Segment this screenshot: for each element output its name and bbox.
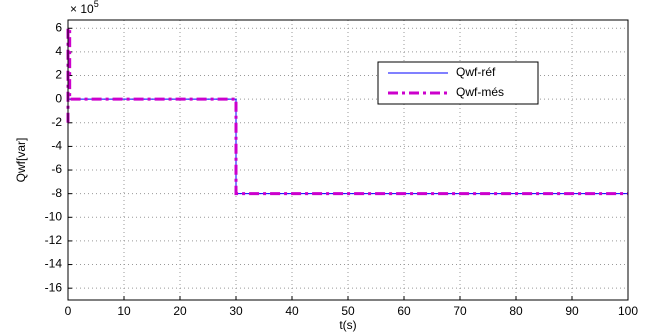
x-tick-label: 100 xyxy=(618,304,638,318)
y-tick-label: 2 xyxy=(55,68,62,82)
y-scale-label: × 105 xyxy=(70,0,99,16)
y-axis-label: Qwf[var] xyxy=(14,138,28,183)
legend-label: Qwf-més xyxy=(456,85,504,99)
y-tick-label: -2 xyxy=(51,115,62,129)
x-tick-label: 20 xyxy=(173,304,187,318)
y-tick-label: 4 xyxy=(55,44,62,58)
y-tick-label: -16 xyxy=(45,280,63,294)
x-axis-label: t(s) xyxy=(339,318,356,332)
data-line xyxy=(66,26,628,196)
y-scale-exponent: 5 xyxy=(94,0,99,9)
x-tick-label: 80 xyxy=(509,304,523,318)
y-tick-label: -4 xyxy=(51,139,62,153)
x-tick-label: 0 xyxy=(65,304,72,318)
y-tick-label: -6 xyxy=(51,162,62,176)
y-tick-label: 6 xyxy=(55,20,62,34)
y-tick-label: -14 xyxy=(45,257,63,271)
legend-label: Qwf-réf xyxy=(456,65,496,79)
x-tick-label: 10 xyxy=(117,304,131,318)
x-tick-label: 90 xyxy=(565,304,579,318)
plot-frame xyxy=(67,19,629,301)
x-tick-label: 30 xyxy=(229,304,243,318)
y-tick-label: 0 xyxy=(55,91,62,105)
y-tick-label: -10 xyxy=(45,209,63,223)
y-scale-base: × 10 xyxy=(70,2,94,16)
x-tick-label: 50 xyxy=(341,304,355,318)
x-tick-label: 60 xyxy=(397,304,411,318)
x-tick-label: 70 xyxy=(453,304,467,318)
legend-box xyxy=(377,61,539,105)
y-tick-label: -12 xyxy=(45,233,63,247)
x-tick-label: 40 xyxy=(285,304,299,318)
y-tick-label: -8 xyxy=(51,186,62,200)
